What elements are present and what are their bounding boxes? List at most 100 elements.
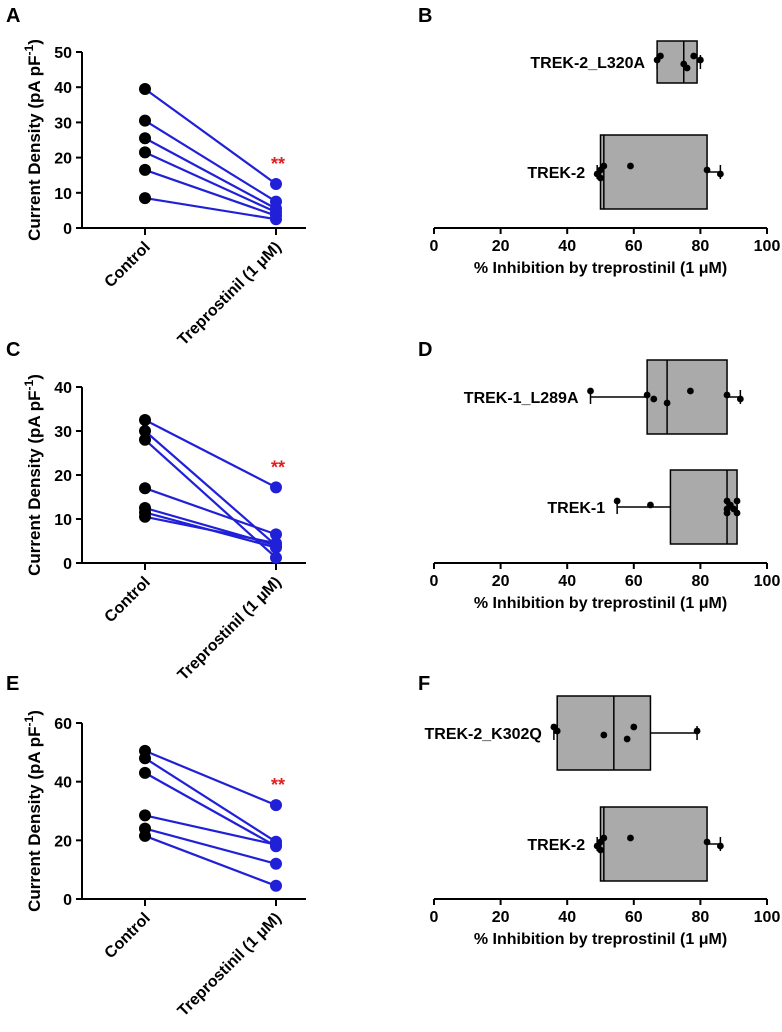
- control-point: [139, 414, 151, 426]
- data-point: [597, 846, 604, 854]
- panel-f-chart: 0 20 40 60 80 100 % Inhibition by treprostinil…: [425, 695, 781, 948]
- treprostinil-point: [270, 213, 282, 226]
- data-point: [690, 52, 698, 60]
- y-tick-label: 40: [54, 775, 72, 792]
- iqr-box: [599, 806, 708, 882]
- y-axis-label: Current Density (pA pF-1): [22, 374, 44, 576]
- data-point: [693, 727, 701, 735]
- iqr-box: [599, 134, 708, 210]
- x-tick-label: 20: [492, 909, 510, 926]
- y-tick-label: 60: [54, 716, 72, 733]
- series-line: [144, 88, 277, 185]
- data-point: [623, 735, 631, 743]
- data-point: [663, 399, 671, 407]
- data-point: [613, 497, 621, 505]
- panel-d-chart: 0 20 40 60 80 100 % Inhibition by treprostinil…: [430, 359, 781, 612]
- x-tick-label: 60: [625, 573, 643, 590]
- control-point: [139, 766, 151, 779]
- group-label: TREK-1: [547, 500, 605, 517]
- x-tick-label: 80: [692, 238, 710, 255]
- y-tick-label: 30: [54, 424, 72, 441]
- y-tick-label: 20: [54, 468, 72, 485]
- series-line: [144, 757, 277, 843]
- control-point: [139, 132, 151, 145]
- x-tick-label: 60: [625, 238, 643, 255]
- series-line: [144, 814, 277, 846]
- control-point: [139, 114, 151, 127]
- control-point: [139, 433, 151, 446]
- series-line: [144, 827, 277, 865]
- category-label-treprostinil: Treprostinil (1 μM): [175, 910, 285, 1020]
- data-point: [716, 170, 724, 178]
- data-point: [643, 391, 651, 399]
- data-point: [716, 842, 724, 850]
- series-line: [144, 419, 277, 489]
- control-point: [139, 809, 151, 822]
- group-label: TREK-2: [527, 837, 585, 854]
- x-tick-label: 60: [625, 909, 643, 926]
- panel-letter-b: B: [418, 5, 432, 27]
- x-tick-label: 40: [558, 238, 576, 255]
- x-axis-label: % Inhibition by treprostinil (1 μM): [474, 260, 727, 277]
- series-line: [144, 119, 277, 203]
- series-line: [144, 771, 277, 848]
- data-point: [647, 501, 654, 509]
- data-point: [733, 509, 741, 517]
- x-tick-label: 20: [492, 573, 510, 590]
- treprostinil-point: [270, 879, 282, 892]
- data-point: [627, 834, 634, 842]
- data-point: [733, 497, 741, 505]
- iqr-box: [669, 469, 738, 545]
- y-tick-label: 0: [63, 556, 72, 573]
- significance-marker: **: [271, 154, 285, 174]
- panel-a-chart: 0 10 20 30 40 50 Current Density (pA pF-1) Cont…: [22, 39, 306, 349]
- x-tick-label: 80: [692, 573, 710, 590]
- x-axis-label: % Inhibition by treprostinil (1 μM): [474, 595, 727, 612]
- y-tick-label: 0: [63, 221, 72, 238]
- y-tick-label: 30: [54, 115, 72, 132]
- control-point: [139, 82, 151, 95]
- data-point: [683, 64, 691, 72]
- x-tick-label: 0: [430, 573, 439, 590]
- series-line: [144, 151, 277, 214]
- significance-marker: **: [271, 775, 285, 795]
- category-label-control: Control: [102, 239, 154, 291]
- control-point: [139, 163, 151, 176]
- y-tick-label: 40: [54, 380, 72, 397]
- control-point: [139, 192, 151, 205]
- y-axis-label: Current Density (pA pF-1): [22, 39, 44, 241]
- panel-letter-a: A: [6, 5, 20, 27]
- category-label-control: Control: [102, 574, 154, 626]
- x-tick-label: 0: [430, 238, 439, 255]
- y-axis-label: Current Density (pA pF-1): [22, 710, 44, 912]
- y-tick-label: 20: [54, 151, 72, 168]
- data-point: [687, 387, 694, 395]
- x-tick-label: 40: [558, 573, 576, 590]
- series-line: [144, 749, 277, 807]
- data-point: [723, 391, 731, 399]
- y-tick-label: 50: [54, 45, 72, 62]
- data-point: [627, 162, 634, 170]
- y-tick-label: 0: [63, 892, 72, 909]
- panel-b-chart: 0 20 40 60 80 100 % Inhibition by treprostinil…: [430, 40, 780, 277]
- category-label-treprostinil: Treprostinil (1 μM): [175, 574, 285, 684]
- series-line: [144, 487, 277, 536]
- x-tick-label: 100: [754, 909, 781, 926]
- panel-letter-f: F: [418, 673, 430, 695]
- data-point: [597, 174, 604, 182]
- control-point: [139, 510, 151, 523]
- x-tick-label: 40: [558, 909, 576, 926]
- treprostinil-point: [270, 481, 282, 494]
- data-point: [736, 395, 744, 403]
- category-label-treprostinil: Treprostinil (1 μM): [175, 239, 285, 349]
- x-axis-label: % Inhibition by treprostinil (1 μM): [474, 931, 727, 948]
- group-label: TREK-2: [527, 165, 585, 182]
- treprostinil-point: [270, 537, 282, 550]
- significance-marker: **: [271, 457, 285, 477]
- x-tick-label: 80: [692, 909, 710, 926]
- x-tick-label: 100: [754, 573, 781, 590]
- data-point: [703, 166, 711, 174]
- data-point: [653, 56, 661, 64]
- series-line: [144, 515, 277, 545]
- treprostinil-point: [270, 799, 282, 812]
